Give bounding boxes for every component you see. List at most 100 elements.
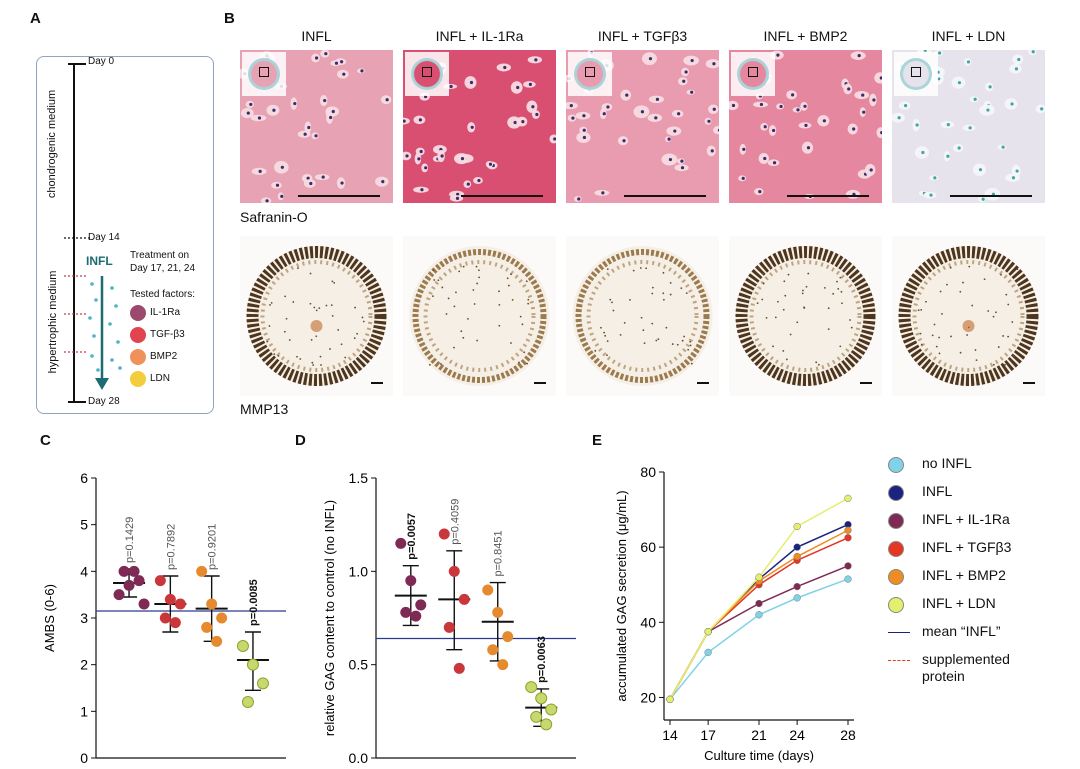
scale-bar <box>860 382 872 384</box>
data-point <box>123 579 135 591</box>
y-tick-label: 80 <box>640 464 656 480</box>
data-point <box>448 565 460 577</box>
y-tick-label: 5 <box>80 517 88 533</box>
scale-bar <box>624 195 706 197</box>
x-axis-label: Culture time (days) <box>704 748 814 763</box>
chondrogenic-label-text: chondrogenic medium <box>46 89 58 199</box>
infl-label: INFL <box>86 254 113 268</box>
p-value-label: p=0.0057 <box>406 513 418 560</box>
panel-letter-d: D <box>295 432 306 449</box>
mmp13-image <box>566 236 719 396</box>
panel-letter-b: B <box>224 10 235 27</box>
factor-label: TGF-β3 <box>150 329 185 340</box>
y-tick-label: 1.0 <box>349 563 369 579</box>
mmp13-image <box>240 236 393 396</box>
legend-marker-icon <box>888 457 904 473</box>
chart-d: 0.0 0.5 1.0 1.5 relative GAG content to cont… <box>322 470 576 765</box>
scale-bar <box>371 382 383 384</box>
series-point <box>844 534 852 542</box>
data-point <box>206 598 218 610</box>
day0-label: Day 0 <box>88 56 115 67</box>
legend-label: mean “INFL” <box>922 623 1001 639</box>
scale-bar <box>787 195 869 197</box>
data-point <box>453 662 465 674</box>
legend-marker-icon <box>888 597 904 613</box>
scale-bar <box>697 382 709 384</box>
series-point <box>704 648 712 657</box>
p-value-label: p=0.7892 <box>165 524 177 570</box>
column-title: INFL <box>301 28 332 44</box>
y-tick-label: 0.0 <box>349 750 369 765</box>
data-point <box>196 565 208 577</box>
p-value-label: p=0.9201 <box>207 524 219 570</box>
series-point <box>844 575 852 583</box>
data-point <box>497 659 509 671</box>
legend-item: supplemented protein <box>888 651 1078 691</box>
series-point <box>844 562 852 570</box>
column-title: INFL + BMP2 <box>763 28 848 44</box>
factor-label: BMP2 <box>150 351 178 362</box>
data-point <box>201 621 213 633</box>
series-point <box>666 695 674 703</box>
safranin-image <box>240 50 393 203</box>
scale-bar <box>298 195 380 197</box>
series-point <box>793 594 801 602</box>
data-point <box>174 598 186 610</box>
p-value-label: p=0.0085 <box>248 579 260 626</box>
factor-label: IL-1Ra <box>150 307 181 318</box>
y-tick-label: 20 <box>640 689 656 705</box>
x-tick-label: 24 <box>789 727 805 743</box>
data-point <box>246 658 259 671</box>
legend-label: no INFL <box>922 455 972 471</box>
y-tick-label: 6 <box>80 470 88 486</box>
scale-bar <box>950 195 1032 197</box>
data-point <box>164 593 176 605</box>
inset-overview-icon <box>242 52 286 96</box>
data-point <box>395 537 407 549</box>
data-point <box>241 696 254 708</box>
y-tick-label: 40 <box>640 614 656 630</box>
data-point <box>438 528 450 540</box>
safranin-image <box>566 50 719 203</box>
tested-factors-label: Tested factors: <box>130 289 196 300</box>
factor-label: LDN <box>150 373 171 384</box>
y-tick-label: 0 <box>80 750 88 765</box>
data-point <box>492 606 504 618</box>
column-title: INFL + TGFβ3 <box>597 28 688 44</box>
data-point <box>236 640 249 652</box>
factor-item: TGF-β3 <box>130 327 210 345</box>
legend-label: INFL + LDN <box>922 595 996 611</box>
x-tick-label: 17 <box>700 727 716 743</box>
data-point <box>415 599 427 611</box>
factor-dot-icon <box>130 349 146 365</box>
series-point <box>755 611 763 619</box>
data-point <box>211 635 223 647</box>
factor-dot-icon <box>130 327 146 343</box>
series-point <box>844 494 852 502</box>
timeline-panel <box>36 56 214 414</box>
factor-item: BMP2 <box>130 349 210 367</box>
data-point <box>133 575 145 587</box>
legend-line-icon <box>888 632 910 633</box>
data-point <box>410 610 422 622</box>
legend-item: INFL + TGFβ3 <box>888 539 1078 561</box>
factor-dot-icon <box>130 305 146 321</box>
series-point <box>793 522 801 531</box>
data-point <box>535 692 548 705</box>
data-point <box>487 644 499 656</box>
safranin-image <box>729 50 882 203</box>
y-axis-label: AMBS (0-6) <box>42 584 57 652</box>
legend-marker-icon <box>888 569 904 585</box>
series-point <box>755 599 763 608</box>
y-tick-label: 1 <box>80 703 88 719</box>
legend-item: mean “INFL” <box>888 623 1078 663</box>
legend-item: INFL + IL-1Ra <box>888 511 1078 533</box>
y-tick-label: 0.5 <box>349 657 369 673</box>
data-point <box>482 584 494 596</box>
legend-label: supplemented <box>922 651 1010 667</box>
inset-overview-icon <box>731 52 775 96</box>
panel-letter-c: C <box>40 432 51 449</box>
chart-e: 20 40 60 80 14 17 21 24 28 Culture time (days) acc… <box>614 464 856 763</box>
mmp13-image <box>403 236 556 396</box>
scale-bar <box>534 382 546 384</box>
